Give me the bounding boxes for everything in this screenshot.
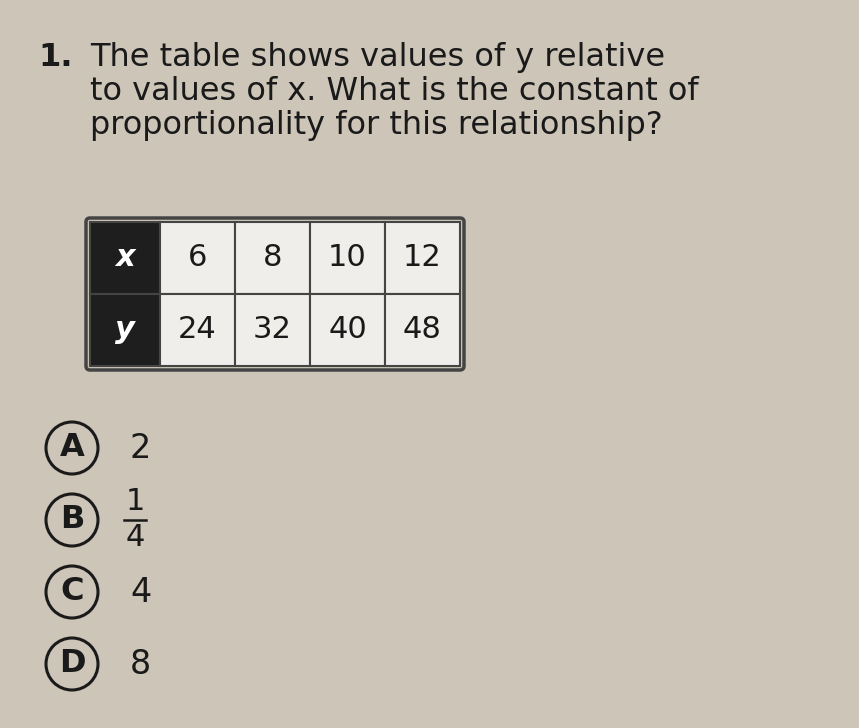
Text: 2: 2 bbox=[130, 432, 151, 464]
Text: to values of x. What is the constant of: to values of x. What is the constant of bbox=[90, 76, 698, 107]
Text: C: C bbox=[60, 577, 83, 607]
Text: 4: 4 bbox=[125, 523, 144, 553]
Text: 40: 40 bbox=[328, 315, 367, 344]
Text: 10: 10 bbox=[328, 243, 367, 272]
Text: B: B bbox=[60, 505, 84, 536]
Text: 1: 1 bbox=[125, 488, 144, 516]
Text: 1.: 1. bbox=[38, 42, 72, 73]
Bar bbox=[385, 294, 460, 366]
Text: 6: 6 bbox=[188, 243, 207, 272]
Text: 24: 24 bbox=[178, 315, 216, 344]
Bar bbox=[235, 222, 310, 294]
Text: 12: 12 bbox=[403, 243, 442, 272]
Text: y: y bbox=[115, 315, 135, 344]
Bar bbox=[385, 222, 460, 294]
Text: 4: 4 bbox=[130, 576, 151, 609]
Text: x: x bbox=[115, 243, 135, 272]
Bar bbox=[310, 222, 385, 294]
Bar bbox=[235, 294, 310, 366]
Text: 48: 48 bbox=[403, 315, 442, 344]
Text: The table shows values of y relative: The table shows values of y relative bbox=[90, 42, 665, 73]
Bar bbox=[310, 294, 385, 366]
Text: 8: 8 bbox=[263, 243, 283, 272]
Text: D: D bbox=[58, 649, 85, 679]
Bar bbox=[90, 222, 160, 294]
Bar bbox=[160, 294, 235, 366]
Text: 8: 8 bbox=[130, 647, 151, 681]
Bar bbox=[90, 294, 160, 366]
Text: proportionality for this relationship?: proportionality for this relationship? bbox=[90, 110, 663, 141]
Text: A: A bbox=[59, 432, 84, 464]
Bar bbox=[160, 222, 235, 294]
Text: 32: 32 bbox=[253, 315, 292, 344]
